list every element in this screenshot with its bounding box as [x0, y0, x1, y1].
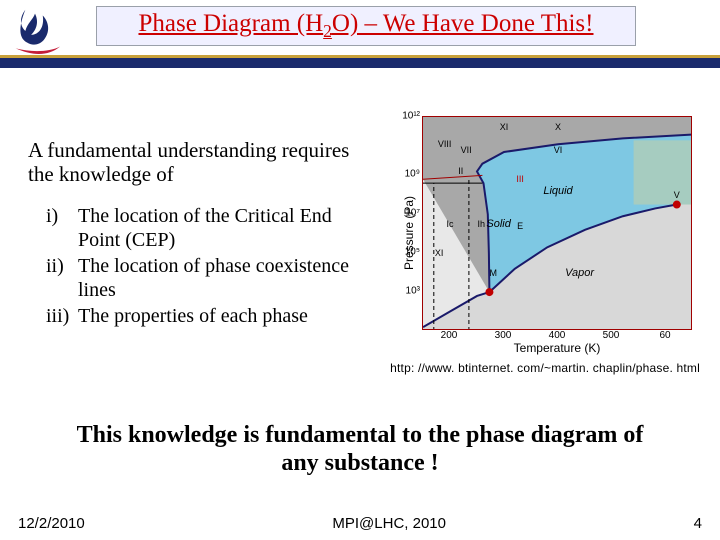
footer-date: 12/2/2010	[18, 515, 85, 532]
x-tick: 300	[495, 330, 512, 341]
phase-mark: VIII	[438, 139, 452, 149]
x-tick: 60	[659, 330, 670, 341]
y-tick: 10⁵	[394, 247, 420, 258]
region-label-vapor: Vapor	[565, 267, 594, 279]
phase-mark: V	[674, 190, 680, 200]
phase-mark: X	[555, 122, 561, 132]
gsu-flame-logo	[6, 2, 64, 60]
text-column: A fundamental understanding requires the…	[28, 90, 360, 330]
conclusion-text: This knowledge is fundamental to the pha…	[0, 422, 720, 477]
list-item: ii)The location of phase coexistence lin…	[46, 254, 360, 302]
x-axis-label: Temperature (K)	[422, 341, 692, 355]
y-axis-label: Pressure (Pa)	[402, 195, 416, 269]
y-tick: 10¹²	[394, 111, 420, 122]
intro-text: A fundamental understanding requires the…	[28, 138, 360, 186]
phase-mark: III	[516, 174, 524, 184]
x-tick: 200	[441, 330, 458, 341]
chart-source-caption: http: //www. btinternet. com/~martin. ch…	[370, 355, 700, 375]
phase-mark: E	[517, 221, 523, 231]
phase-mark: VI	[554, 145, 563, 155]
y-tick: 10⁹	[394, 169, 420, 180]
y-tick: 10³	[394, 286, 420, 297]
footer: 12/2/2010 MPI@LHC, 2010 4	[0, 515, 720, 532]
phase-mark: Ic	[446, 219, 453, 229]
phase-mark: II	[458, 166, 463, 176]
points-list: i)The location of the Critical End Point…	[28, 204, 360, 328]
footer-venue: MPI@LHC, 2010	[332, 515, 446, 532]
phase-diagram-chart: Pressure (Pa) LiquidVaporSolidXIXVIIVIII…	[370, 110, 700, 355]
region-label-liquid: Liquid	[543, 185, 572, 197]
phase-mark: XI	[435, 248, 444, 258]
footer-page-number: 4	[694, 515, 702, 532]
phase-mark: VII	[461, 145, 472, 155]
blue-rule	[0, 58, 720, 68]
phase-mark: Ih	[478, 219, 486, 229]
header: Phase Diagram (H2O) – We Have Done This!	[0, 0, 720, 72]
x-tick: 500	[603, 330, 620, 341]
y-tick: 10⁷	[394, 208, 420, 219]
plot-area: LiquidVaporSolidXIXVIIVIIIVIIIIcIhVIIIXI…	[422, 116, 692, 330]
slide-title: Phase Diagram (H2O) – We Have Done This!	[138, 10, 593, 42]
list-item: iii)The properties of each phase	[46, 304, 360, 328]
list-item: i)The location of the Critical End Point…	[46, 204, 360, 252]
phase-mark: XI	[500, 122, 509, 132]
phase-mark: M	[489, 268, 497, 278]
slide-title-box: Phase Diagram (H2O) – We Have Done This!	[96, 6, 636, 46]
chart-column: Pressure (Pa) LiquidVaporSolidXIXVIIVIII…	[370, 90, 700, 375]
region-label-solid: Solid	[486, 218, 510, 230]
x-tick: 400	[549, 330, 566, 341]
